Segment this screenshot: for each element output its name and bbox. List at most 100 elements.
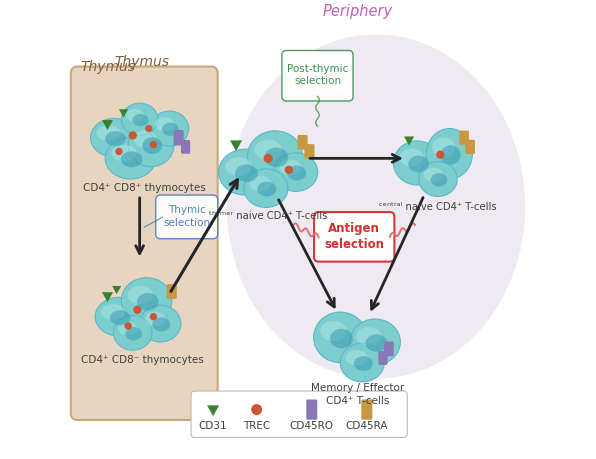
Text: Thymus: Thymus [114,55,169,69]
FancyBboxPatch shape [314,212,395,262]
FancyBboxPatch shape [156,195,218,239]
Circle shape [285,166,293,174]
Ellipse shape [118,321,138,336]
Ellipse shape [346,350,368,365]
Ellipse shape [95,297,143,336]
Text: CD45RA: CD45RA [346,421,388,431]
FancyBboxPatch shape [181,140,190,154]
Ellipse shape [97,125,120,140]
Ellipse shape [110,310,131,325]
FancyBboxPatch shape [378,351,387,365]
Ellipse shape [128,123,174,167]
Ellipse shape [354,356,372,371]
Polygon shape [112,286,121,294]
Circle shape [125,322,132,330]
Ellipse shape [235,165,258,182]
Ellipse shape [162,123,179,136]
Ellipse shape [225,157,252,176]
Ellipse shape [265,148,288,167]
FancyBboxPatch shape [173,130,184,146]
Text: CD4⁺ CD8⁺ thymocytes: CD4⁺ CD8⁺ thymocytes [83,183,206,193]
Text: TREC: TREC [243,421,271,431]
Ellipse shape [121,103,158,135]
Ellipse shape [133,114,148,126]
FancyBboxPatch shape [167,284,177,299]
Ellipse shape [113,315,152,350]
Ellipse shape [432,137,455,157]
Ellipse shape [340,343,384,382]
FancyBboxPatch shape [460,130,469,145]
Ellipse shape [128,285,153,304]
Polygon shape [102,292,113,302]
Circle shape [150,313,157,320]
Ellipse shape [441,146,460,164]
Polygon shape [230,140,242,151]
Text: ᵗʰʸᵐᵉʳ naive CD4⁺ T-cells: ᵗʰʸᵐᵉʳ naive CD4⁺ T-cells [209,211,327,221]
Circle shape [134,306,141,314]
Ellipse shape [227,34,525,379]
Ellipse shape [247,131,303,181]
Text: CD31: CD31 [199,421,228,431]
Ellipse shape [274,153,318,191]
Polygon shape [102,120,113,130]
Circle shape [251,404,262,415]
Ellipse shape [91,118,138,157]
Ellipse shape [254,140,282,160]
Ellipse shape [101,304,125,319]
Ellipse shape [424,168,443,182]
Ellipse shape [153,318,170,331]
Text: Thymic
selection: Thymic selection [163,205,210,228]
FancyBboxPatch shape [465,140,475,154]
FancyBboxPatch shape [282,50,353,101]
Text: CD45RO: CD45RO [290,421,334,431]
Circle shape [129,131,137,140]
Text: Thymus: Thymus [80,60,135,73]
Ellipse shape [139,305,181,342]
Ellipse shape [137,293,159,310]
Text: CD4⁺ CD8⁻ thymocytes: CD4⁺ CD8⁻ thymocytes [80,355,203,365]
Ellipse shape [356,327,381,345]
Polygon shape [207,405,219,416]
Text: Antigen
selection: Antigen selection [324,222,384,252]
Ellipse shape [244,169,288,207]
Circle shape [150,141,157,148]
Text: Periphery: Periphery [322,4,393,19]
Ellipse shape [142,137,162,154]
Circle shape [436,151,445,159]
Ellipse shape [249,176,271,191]
Ellipse shape [126,327,142,340]
Text: Post-thymic
selection: Post-thymic selection [287,64,348,86]
Ellipse shape [134,130,157,148]
Ellipse shape [111,145,136,162]
Ellipse shape [408,156,429,172]
Ellipse shape [427,129,473,179]
Ellipse shape [150,111,189,146]
Text: ᶜᵉⁿᵗʳᵃˡ naive CD4⁺ T-cells: ᶜᵉⁿᵗʳᵃˡ naive CD4⁺ T-cells [379,202,497,212]
Ellipse shape [419,162,457,196]
Circle shape [263,154,273,163]
Ellipse shape [219,149,272,195]
FancyBboxPatch shape [297,135,308,150]
Polygon shape [404,136,414,146]
Ellipse shape [320,321,347,341]
Ellipse shape [313,312,367,363]
Ellipse shape [365,335,387,352]
Ellipse shape [155,117,174,131]
FancyBboxPatch shape [306,399,317,420]
Ellipse shape [145,312,166,326]
Ellipse shape [431,174,447,186]
FancyBboxPatch shape [191,391,407,437]
Ellipse shape [399,149,423,166]
Ellipse shape [287,166,306,180]
Ellipse shape [105,138,156,179]
FancyBboxPatch shape [361,399,372,420]
Ellipse shape [257,182,277,196]
Polygon shape [119,109,128,118]
FancyBboxPatch shape [305,144,315,159]
Circle shape [115,148,123,155]
FancyBboxPatch shape [384,341,394,356]
Ellipse shape [121,151,142,167]
Ellipse shape [121,278,172,324]
Ellipse shape [105,131,126,146]
Ellipse shape [126,109,144,122]
